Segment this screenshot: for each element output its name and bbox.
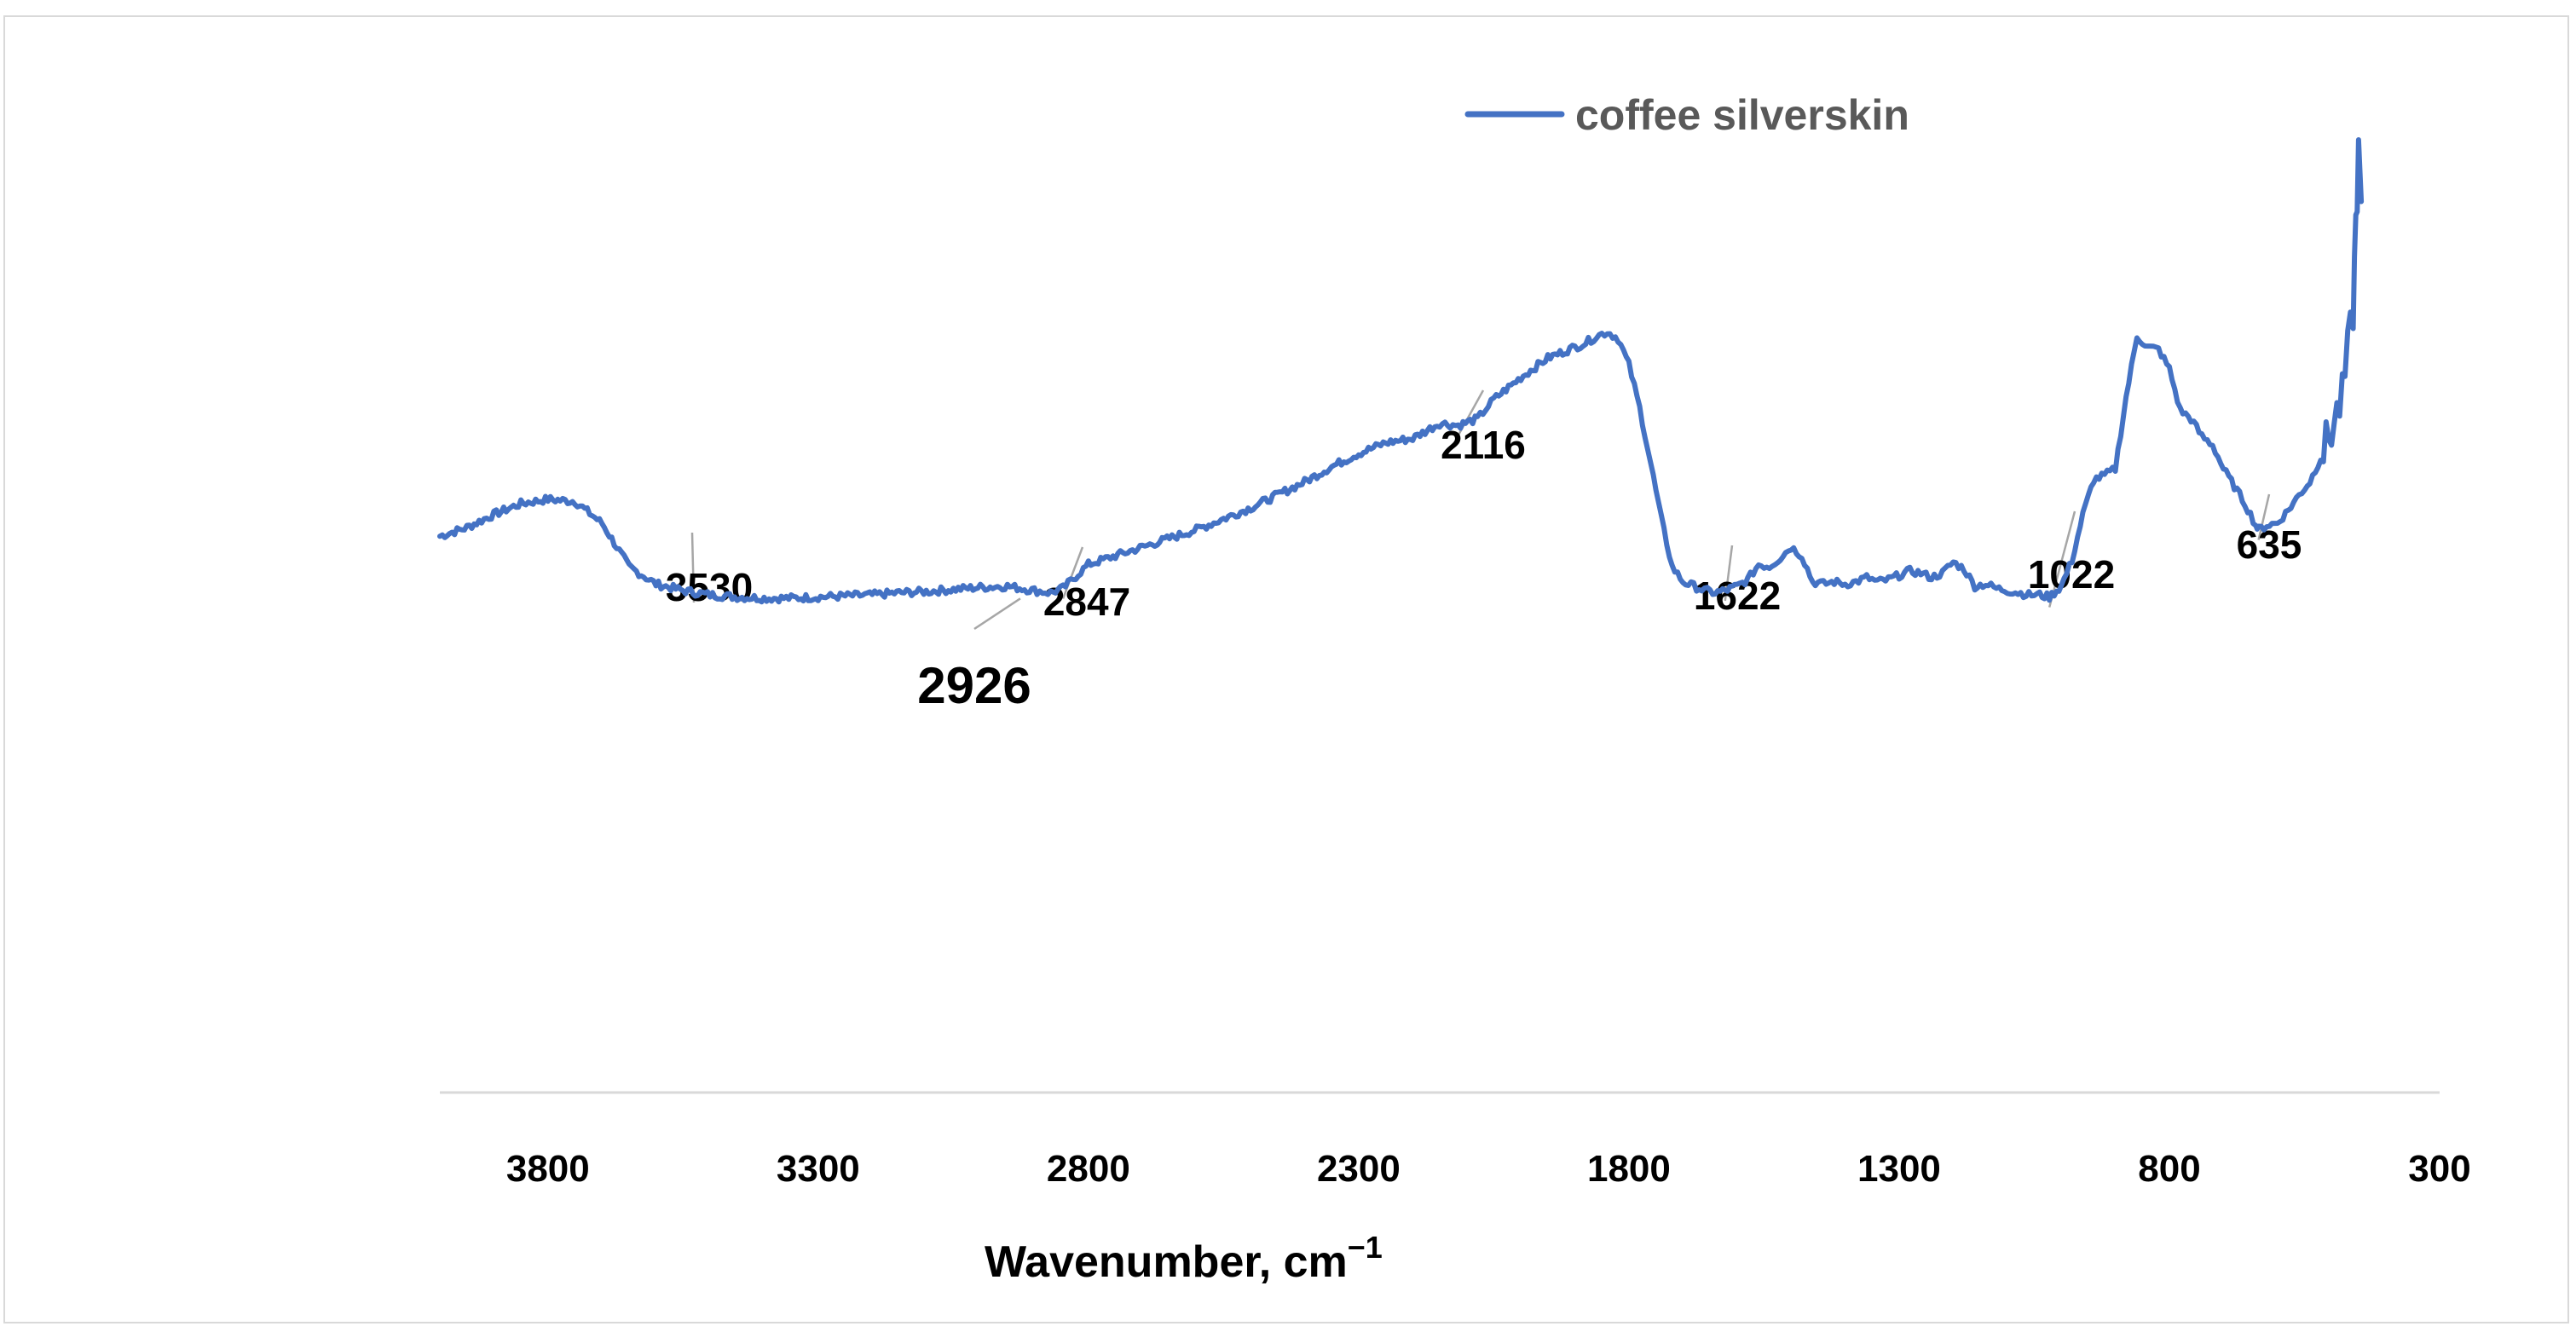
annotation-leader-2926	[973, 597, 1021, 631]
series-line-coffee-silverskin	[437, 137, 2365, 605]
x-tick-label: 2800	[1047, 1148, 1130, 1190]
annotation-leader-635	[2257, 493, 2271, 540]
legend: coffee silverskin	[1464, 91, 1909, 139]
x-tick-label: 3800	[506, 1148, 590, 1190]
x-axis-label-superscript: −1	[1348, 1230, 1383, 1265]
annotation-label-1622: 1622	[1694, 574, 1781, 618]
x-tick-label: 1800	[1587, 1148, 1671, 1190]
legend-label: coffee silverskin	[1575, 91, 1909, 139]
annotation-leader-2847	[1061, 546, 1084, 599]
x-tick-label: 300	[2408, 1148, 2470, 1190]
x-axis-label: Wavenumber, cm−1	[985, 1230, 1383, 1287]
x-tick-label: 1300	[1857, 1148, 1941, 1190]
x-tick-label: 3300	[777, 1148, 860, 1190]
chart-frame	[3, 15, 2569, 1323]
annotation-label-635: 635	[2237, 522, 2302, 567]
series-group	[437, 137, 2365, 605]
x-tick-label: 2300	[1317, 1148, 1401, 1190]
x-tick-labels: 3800 3300 2800 2300 1800 1300 800 300	[506, 1148, 2471, 1190]
x-axis-label-text: Wavenumber, cm	[985, 1237, 1348, 1287]
annotation-label-2847: 2847	[1043, 580, 1130, 624]
annotation-label-2116: 2116	[1441, 423, 1526, 467]
annotation-label-2926: 2926	[917, 657, 1031, 714]
x-tick-label: 800	[2138, 1148, 2200, 1190]
